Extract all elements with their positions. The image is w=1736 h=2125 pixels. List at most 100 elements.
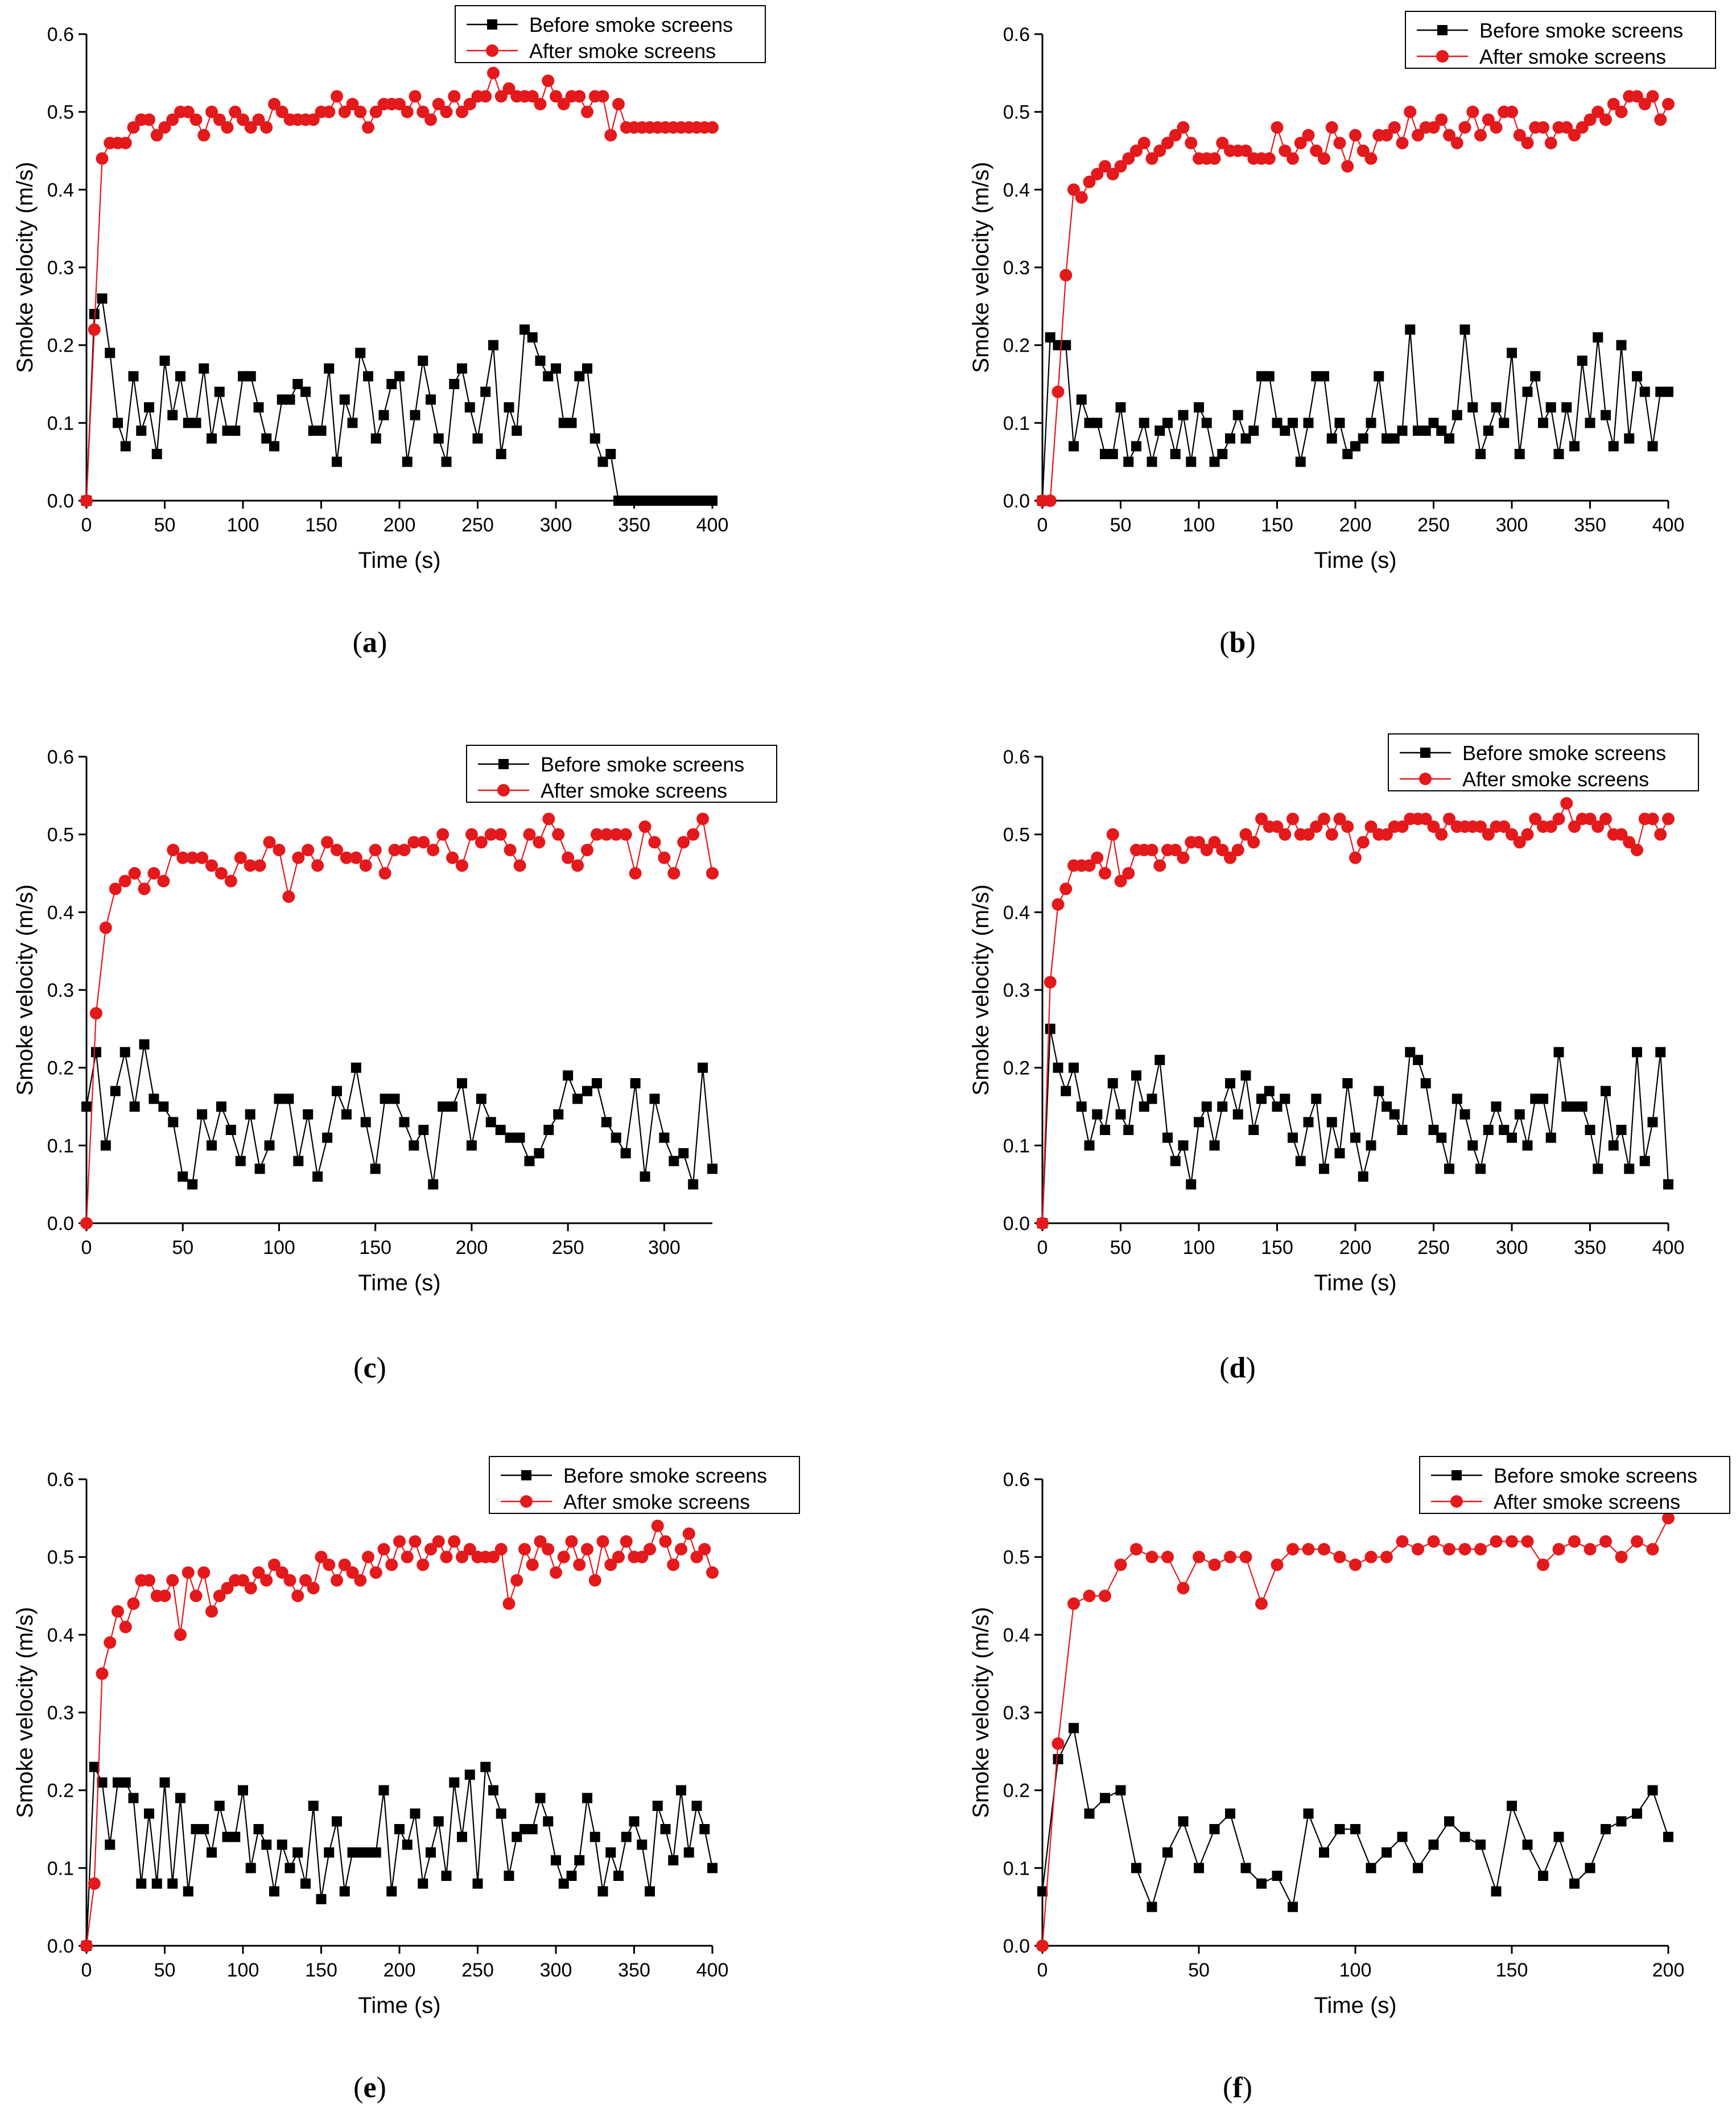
before-legend-marker	[1452, 1470, 1462, 1480]
before-data-point	[261, 1839, 272, 1850]
caption-b: (b)	[1219, 626, 1256, 659]
before-data-point	[178, 1171, 188, 1182]
x-axis-label: Time (s)	[358, 548, 440, 573]
after-data-point	[182, 1566, 195, 1579]
before-data-point	[264, 1140, 275, 1151]
after-data-point	[565, 1535, 578, 1548]
before-data-point	[1256, 371, 1267, 382]
after-data-point	[1396, 1535, 1409, 1548]
before-data-point	[1061, 1086, 1071, 1096]
after-data-point	[1490, 1535, 1503, 1548]
before-data-point	[1632, 1808, 1642, 1819]
before-data-point	[1561, 1101, 1572, 1112]
after-data-point	[465, 828, 478, 841]
before-data-point	[199, 363, 209, 374]
after-legend-marker	[520, 1495, 533, 1508]
after-data-point	[1544, 137, 1557, 150]
after-data-point	[1208, 1558, 1221, 1571]
after-data-point	[542, 812, 555, 826]
after-data-point	[401, 1550, 414, 1563]
before-data-point	[512, 1831, 522, 1842]
after-data-point	[1631, 1535, 1643, 1548]
x-tick-label: 400	[696, 1959, 729, 1981]
before-data-point	[1053, 1062, 1063, 1073]
before-data-point	[378, 1785, 389, 1796]
after-data-point	[1333, 137, 1346, 150]
after-data-point	[331, 90, 343, 103]
after-data-point	[1349, 129, 1362, 142]
before-data-point	[613, 1871, 624, 1881]
after-data-point	[1302, 129, 1315, 142]
before-data-point	[1170, 1156, 1181, 1166]
before-data-point	[1522, 1839, 1533, 1850]
x-tick-label: 250	[1417, 514, 1450, 536]
before-data-point	[269, 1886, 279, 1897]
before-data-point	[1616, 1125, 1627, 1135]
before-data-point	[1069, 441, 1079, 452]
before-data-point	[1131, 441, 1141, 452]
after-data-point	[323, 1558, 336, 1571]
after-data-point	[1552, 1543, 1565, 1555]
after-data-point	[417, 1558, 430, 1571]
x-tick-label: 300	[540, 514, 572, 536]
before-data-point	[1522, 1140, 1533, 1151]
before-data-point	[370, 1163, 381, 1174]
after-data-point	[118, 874, 131, 888]
y-axis-label: Smoke velocity (m/s)	[13, 1607, 38, 1818]
after-data-point	[1599, 812, 1612, 826]
after-data-point	[1638, 98, 1651, 110]
before-series-line	[85, 1043, 714, 1185]
before-data-point	[1632, 1047, 1642, 1058]
after-legend-marker	[497, 784, 510, 797]
after-data-point	[150, 129, 163, 142]
before-data-point	[535, 1793, 546, 1804]
before-data-point	[1084, 1140, 1095, 1151]
after-series-line	[1041, 802, 1669, 1224]
y-tick-label: 0.5	[1003, 102, 1030, 123]
after-data-point	[1506, 105, 1518, 118]
y-tick-label: 0.0	[1003, 1936, 1030, 1957]
y-tick-label: 0.6	[1003, 746, 1030, 768]
after-data-point	[552, 828, 565, 841]
before-data-point	[1413, 1863, 1423, 1874]
before-data-point	[428, 1179, 439, 1190]
after-data-point	[307, 1582, 320, 1595]
before-data-point	[629, 496, 640, 506]
before-data-point	[1397, 426, 1408, 436]
before-data-point	[1585, 1863, 1595, 1874]
before-data-point	[1428, 1125, 1439, 1135]
before-data-point	[1428, 418, 1439, 428]
after-data-point	[604, 1558, 617, 1571]
after-legend-label: After smoke screens	[529, 39, 716, 63]
after-data-point	[1356, 145, 1370, 157]
after-data-point	[369, 844, 382, 856]
before-data-point	[303, 1109, 314, 1120]
after-data-point	[1458, 121, 1471, 134]
y-tick-label: 0.5	[47, 1547, 74, 1569]
before-legend-marker	[487, 19, 497, 30]
before-data-point	[339, 1886, 350, 1897]
after-data-point	[205, 105, 218, 118]
after-data-point	[1450, 137, 1463, 150]
before-data-point	[1499, 1125, 1510, 1135]
before-data-point	[316, 1894, 327, 1904]
after-data-point	[1544, 820, 1557, 833]
before-data-point	[466, 1140, 477, 1151]
before-data-point	[1264, 1086, 1275, 1096]
before-data-point	[1076, 394, 1087, 405]
x-tick-label: 150	[1261, 514, 1293, 536]
after-data-point	[166, 1574, 179, 1587]
before-data-point	[110, 1086, 121, 1096]
before-data-point	[269, 441, 279, 452]
before-data-point	[1240, 1070, 1251, 1081]
after-legend-label: After smoke screens	[1462, 768, 1649, 791]
after-data-point	[1599, 113, 1612, 126]
after-data-point	[1091, 168, 1104, 180]
after-data-point	[119, 1620, 132, 1633]
after-data-point	[1224, 851, 1236, 864]
after-data-point	[1224, 1550, 1236, 1563]
after-data-point	[1310, 820, 1323, 833]
before-data-point	[238, 371, 248, 382]
after-data-point	[1255, 1597, 1268, 1610]
